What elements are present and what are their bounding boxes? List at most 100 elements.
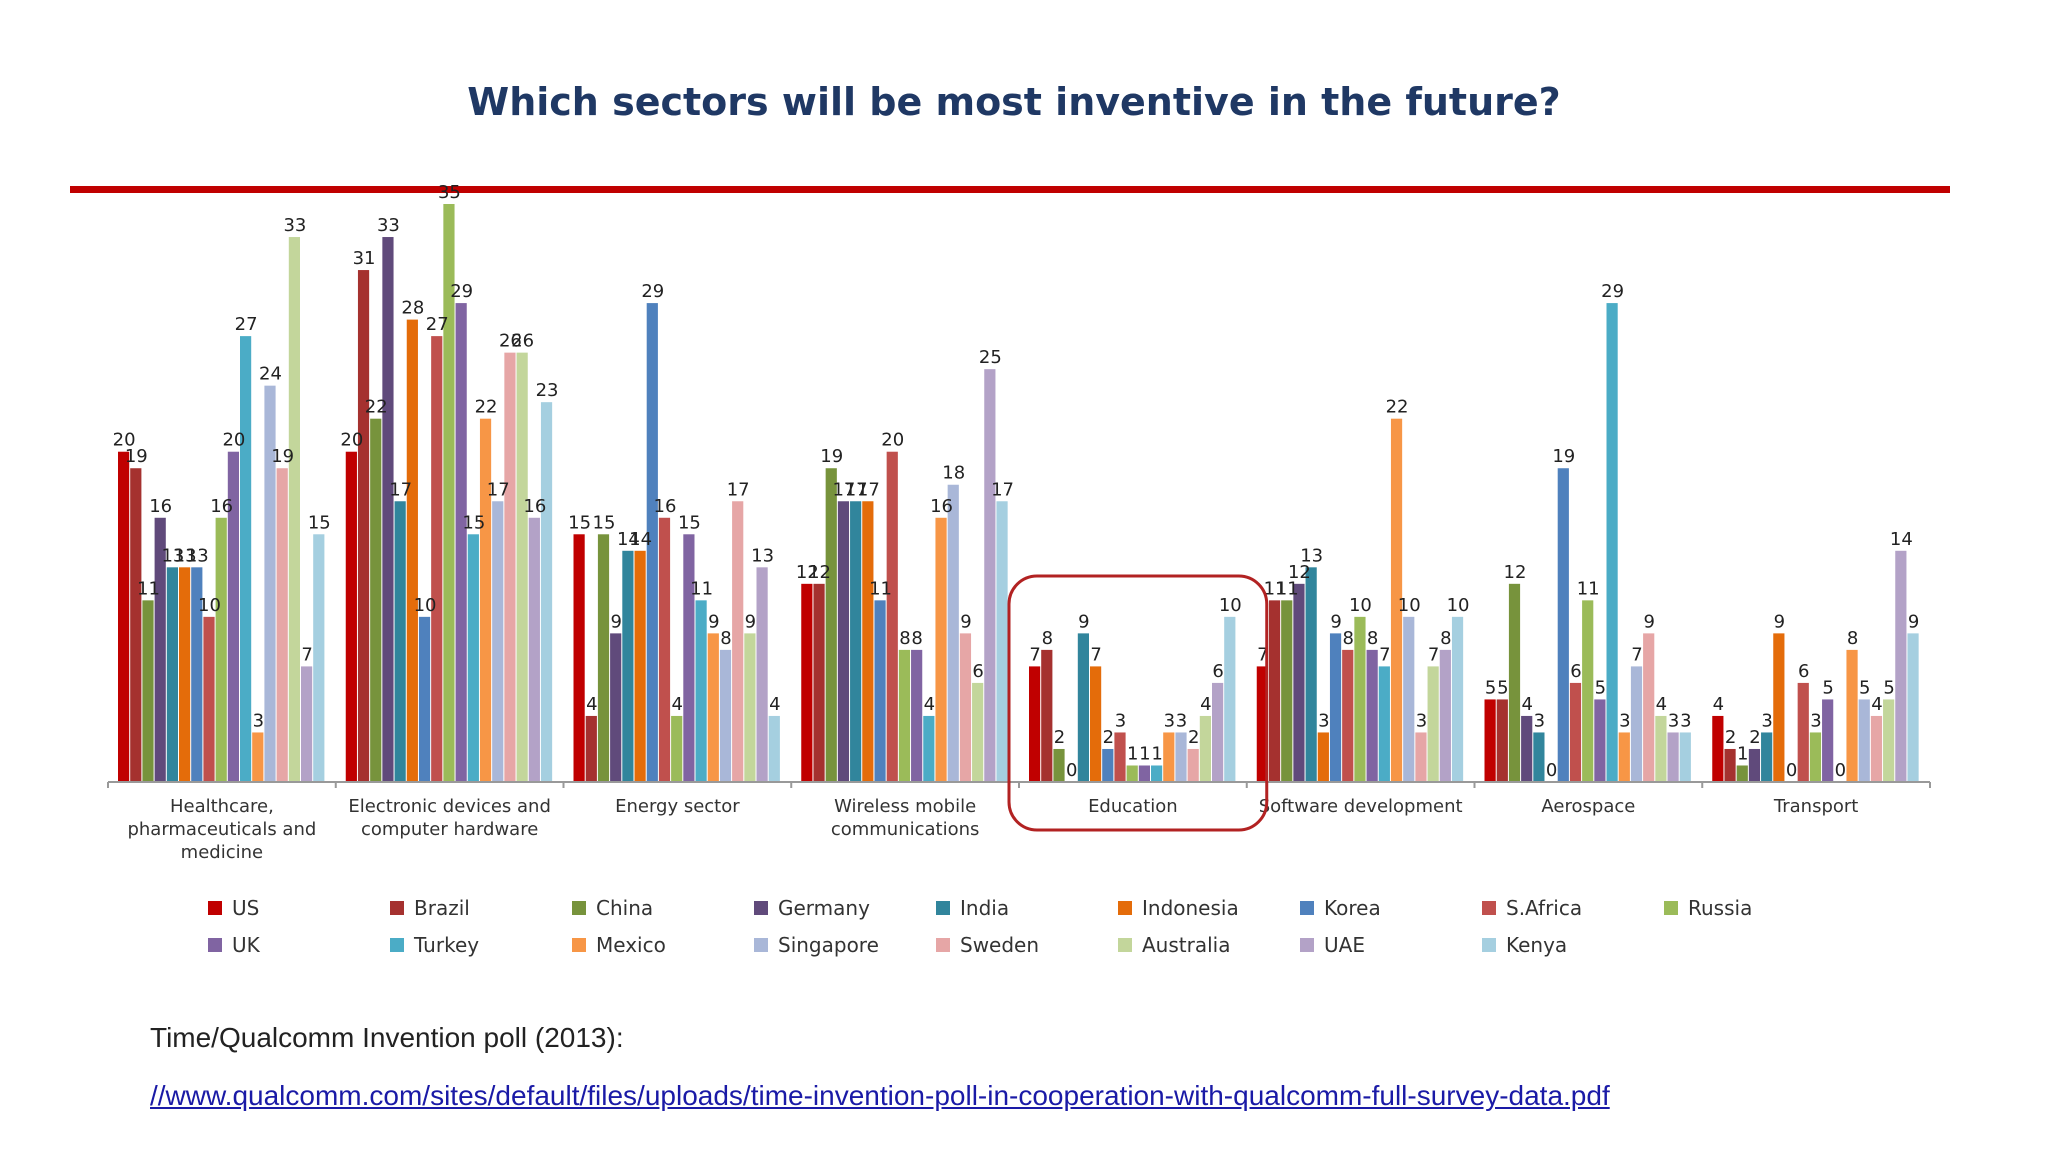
bar-china-wireless-mobile-communications <box>825 468 837 782</box>
value-label: 13 <box>186 545 209 566</box>
value-label: 4 <box>1521 694 1532 715</box>
bar-russia-wireless-mobile-communications <box>898 649 911 782</box>
bar-us-electronic-devices-and-computer-hardware <box>345 451 357 782</box>
value-label: 27 <box>235 314 258 335</box>
bar-kenya-education <box>1224 616 1236 782</box>
value-label: 35 <box>438 182 461 203</box>
value-label: 1 <box>1139 743 1150 764</box>
value-label: 6 <box>1570 661 1581 682</box>
value-label: 9 <box>960 611 971 632</box>
value-label: 19 <box>125 446 148 467</box>
value-label: 17 <box>487 479 510 500</box>
value-label: 16 <box>654 496 677 517</box>
bar-china-energy-sector <box>597 534 610 782</box>
source-link[interactable]: //www.qualcomm.com/sites/default/files/u… <box>150 1080 1610 1111</box>
bar-russia-aerospace <box>1582 600 1594 782</box>
bar-sweden-energy-sector <box>732 501 744 782</box>
value-label: 3 <box>1164 710 1175 731</box>
value-label: 4 <box>769 694 780 715</box>
value-label: 22 <box>1386 397 1409 418</box>
bar-us-education <box>1029 666 1041 782</box>
value-label: 8 <box>899 628 910 649</box>
value-label: 16 <box>210 496 233 517</box>
bar-indonesia-transport <box>1773 633 1785 782</box>
bar-s-africa-wireless-mobile-communications <box>886 451 898 782</box>
value-label: 23 <box>536 380 559 401</box>
bar-australia-wireless-mobile-communications <box>972 682 984 782</box>
value-label: 15 <box>568 512 591 533</box>
value-label: 5 <box>1859 677 1870 698</box>
value-label: 26 <box>511 331 534 352</box>
value-label: 15 <box>678 512 701 533</box>
value-label: 9 <box>745 611 756 632</box>
bar-kenya-transport <box>1907 633 1919 782</box>
value-label: 1 <box>1127 743 1138 764</box>
value-label: 19 <box>1552 446 1575 467</box>
bar-sweden-education <box>1187 748 1199 782</box>
bar-kenya-energy-sector <box>768 715 780 782</box>
value-label: 3 <box>1416 710 1427 731</box>
bar-uae-electronic-devices-and-computer-hardware <box>528 517 540 782</box>
value-label: 4 <box>671 694 682 715</box>
value-label: 9 <box>1774 611 1785 632</box>
value-label: 20 <box>881 430 904 451</box>
value-label: 9 <box>1908 611 1919 632</box>
value-label: 0 <box>1835 760 1846 781</box>
bar-sweden-transport <box>1870 715 1883 782</box>
legend-swatch-germany <box>754 901 768 915</box>
bar-kenya-software-development <box>1451 616 1464 782</box>
bar-india-wireless-mobile-communications <box>850 501 862 782</box>
value-label: 2 <box>1103 727 1114 748</box>
bar-uk-electronic-devices-and-computer-hardware <box>455 303 467 782</box>
value-label: 29 <box>641 281 664 302</box>
value-label: 7 <box>301 644 312 665</box>
bar-uae-energy-sector <box>756 567 768 782</box>
category-label-education: Education <box>1088 796 1178 817</box>
value-label: 28 <box>401 298 424 319</box>
bar-kenya-aerospace <box>1679 732 1691 782</box>
value-label: 9 <box>1643 611 1654 632</box>
value-label: 31 <box>353 248 376 269</box>
value-label: 1 <box>1151 743 1162 764</box>
bar-sweden-aerospace <box>1643 633 1655 782</box>
value-label: 29 <box>450 281 473 302</box>
bar-india-education <box>1077 633 1089 782</box>
legend-label-kenya: Kenya <box>1506 933 1567 957</box>
value-label: 16 <box>523 496 546 517</box>
legend-label-mexico: Mexico <box>596 933 666 957</box>
category-label-aerospace: Aerospace <box>1541 796 1635 817</box>
value-label: 17 <box>845 479 868 500</box>
legend-label-indonesia: Indonesia <box>1142 896 1239 920</box>
bar-uae-transport <box>1895 550 1907 782</box>
value-label: 19 <box>820 446 843 467</box>
value-label: 7 <box>1379 644 1390 665</box>
legend-label-china: China <box>596 896 653 920</box>
bar-brazil-software-development <box>1268 600 1281 782</box>
bar-russia-electronic-devices-and-computer-hardware <box>443 204 455 782</box>
education-highlight-box <box>1007 574 1269 832</box>
bar-germany-software-development <box>1293 583 1305 782</box>
value-label: 7 <box>1631 644 1642 665</box>
bar-indonesia-energy-sector <box>634 550 646 782</box>
value-label: 27 <box>426 314 449 335</box>
value-label: 5 <box>1822 677 1833 698</box>
category-labels: Healthcare, pharmaceuticals and medicine El… <box>127 796 1858 863</box>
value-label: 20 <box>340 430 363 451</box>
bar-singapore-wireless-mobile-communications <box>947 484 959 782</box>
value-label: 4 <box>1200 694 1211 715</box>
bar-s-africa-software-development <box>1342 649 1354 782</box>
bar-uk-aerospace <box>1594 699 1606 782</box>
value-label: 8 <box>1367 628 1378 649</box>
bar-kenya-wireless-mobile-communications <box>996 501 1008 782</box>
value-label: 5 <box>1883 677 1894 698</box>
value-label: 8 <box>911 628 922 649</box>
legend-swatch-mexico <box>572 938 586 952</box>
value-label: 4 <box>1871 694 1882 715</box>
bar-uk-healthcare-pharmaceuticals-and-medicine <box>227 451 239 782</box>
bar-turkey-healthcare-pharmaceuticals-and-medicine <box>240 336 252 782</box>
bar-russia-education <box>1126 765 1138 782</box>
bar-indonesia-healthcare-pharmaceuticals-and-medicine <box>179 567 191 782</box>
bar-brazil-electronic-devices-and-computer-hardware <box>357 270 370 782</box>
category-label-wireless-mobile-communications: Wireless mobile communications <box>831 796 980 840</box>
